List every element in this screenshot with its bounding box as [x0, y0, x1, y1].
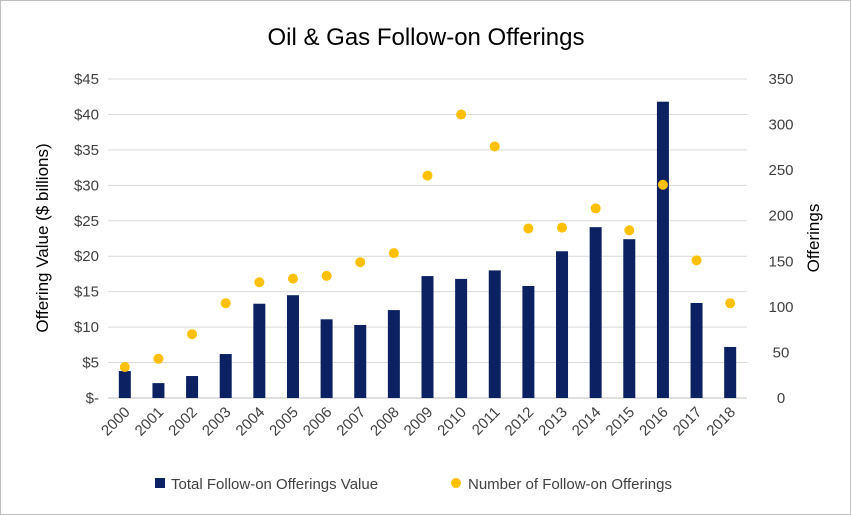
x-tick-label: 2004 — [233, 404, 269, 440]
left-tick-label: $40 — [74, 106, 99, 123]
bar — [589, 227, 602, 398]
bar — [253, 303, 266, 398]
bar — [488, 270, 501, 398]
x-tick-label: 2015 — [602, 404, 638, 440]
x-tick-label: 2009 — [401, 404, 437, 440]
scatter-point — [119, 362, 130, 373]
bar — [656, 101, 669, 398]
legend-dot-swatch — [451, 478, 461, 488]
scatter-point — [523, 223, 534, 234]
left-tick-label: $20 — [74, 248, 99, 265]
bar — [690, 303, 703, 398]
scatter-point — [624, 225, 635, 236]
legend-dot-label: Number of Follow-on Offerings — [468, 476, 672, 493]
x-tick-label: 2012 — [502, 404, 538, 440]
x-tick-label: 2001 — [132, 404, 168, 440]
scatter-point — [355, 257, 366, 268]
x-tick-label: 2006 — [300, 404, 336, 440]
x-tick-label: 2005 — [266, 404, 302, 440]
legend-bar-swatch — [155, 478, 165, 488]
scatter-point — [187, 329, 198, 340]
left-axis-ticks: $- $5 $10 $15 $20 $25 $30 $35 $40 $45 — [74, 71, 99, 407]
x-tick-label: 2011 — [469, 404, 504, 439]
scatter-point — [456, 109, 467, 120]
scatter-point — [321, 270, 332, 281]
x-axis-ticks: 2000200120022003200420052006200720082009… — [98, 404, 739, 440]
scatter-point — [557, 222, 568, 233]
scatter-point — [725, 298, 736, 309]
bar — [556, 251, 569, 398]
right-axis-title: Offerings — [804, 204, 823, 273]
left-tick-label: $30 — [74, 177, 99, 194]
left-tick-label: $10 — [74, 319, 99, 336]
x-tick-label: 2016 — [636, 404, 672, 440]
bar — [455, 278, 468, 398]
bar — [286, 295, 299, 398]
right-tick-label: 50 — [773, 344, 790, 361]
right-tick-label: 200 — [768, 208, 793, 225]
right-tick-label: 250 — [768, 162, 793, 179]
bar — [421, 276, 434, 398]
right-tick-label: 300 — [768, 117, 793, 134]
legend: Total Follow-on Offerings Value Number o… — [155, 476, 672, 493]
scatter-point — [153, 353, 164, 364]
left-tick-label: $5 — [82, 355, 99, 372]
gridlines — [108, 78, 747, 399]
scatter-point — [220, 298, 231, 309]
bar — [522, 285, 535, 398]
bar — [152, 383, 165, 398]
right-axis-ticks: 0 50 100 150 200 250 300 350 — [768, 71, 793, 407]
x-tick-label: 2000 — [98, 404, 134, 440]
bar — [118, 371, 131, 398]
bar — [354, 324, 367, 398]
bar — [219, 354, 232, 398]
x-tick-label: 2002 — [165, 404, 201, 440]
bar — [186, 376, 199, 398]
scatter-point — [590, 203, 601, 214]
x-tick-label: 2007 — [333, 404, 369, 440]
left-tick-label: $35 — [74, 142, 99, 159]
left-tick-label: $- — [86, 390, 99, 407]
x-tick-label: 2014 — [569, 404, 605, 440]
right-tick-label: 350 — [768, 71, 793, 88]
legend-bar-label: Total Follow-on Offerings Value — [171, 476, 378, 493]
x-tick-label: 2008 — [367, 404, 403, 440]
x-tick-label: 2010 — [434, 404, 470, 440]
left-axis-title: Offering Value ($ billions) — [33, 143, 52, 332]
scatter-point — [388, 248, 399, 259]
bar — [623, 239, 636, 398]
left-tick-label: $45 — [74, 71, 99, 88]
left-tick-label: $25 — [74, 213, 99, 230]
left-tick-label: $15 — [74, 284, 99, 301]
bar — [724, 346, 737, 398]
bar — [387, 310, 400, 398]
scatter-point — [254, 277, 265, 288]
x-tick-label: 2017 — [670, 404, 706, 440]
scatter-point — [489, 141, 500, 152]
right-tick-label: 150 — [768, 253, 793, 270]
x-tick-label: 2013 — [535, 404, 571, 440]
scatter-point — [657, 179, 668, 190]
chart-title: Oil & Gas Follow-on Offerings — [267, 24, 584, 51]
bar — [320, 319, 333, 398]
scatter-point — [287, 273, 298, 284]
scatter-point — [422, 170, 433, 181]
right-tick-label: 100 — [768, 299, 793, 316]
right-tick-label: 0 — [777, 390, 785, 407]
x-tick-label: 2003 — [199, 404, 235, 440]
scatter-point — [691, 255, 702, 266]
x-tick-label: 2018 — [703, 404, 739, 440]
scatter-series — [119, 109, 736, 373]
bar-series — [118, 101, 737, 398]
